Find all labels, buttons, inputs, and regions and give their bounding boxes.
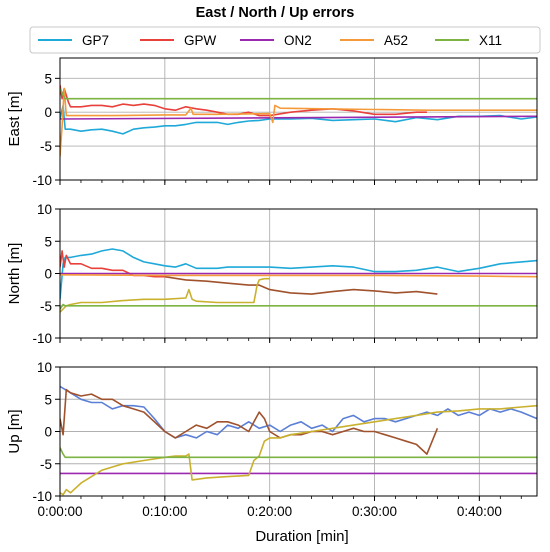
legend: GP7 GPW ON2 A52 X11 — [29, 26, 541, 54]
series-gp7 — [60, 385, 537, 439]
legend-label-gpw: GPW — [184, 33, 217, 48]
plot-frame-east — [59, 57, 538, 181]
y-tick-label: 5 — [44, 71, 52, 86]
series-gpw-continued- — [164, 275, 438, 295]
y-tick-label: 10 — [37, 202, 52, 217]
y-tick-label: -5 — [40, 457, 52, 472]
grid — [60, 366, 537, 497]
x-tick-label: 0:20:00 — [247, 504, 292, 519]
y-tick-label: -5 — [40, 299, 52, 314]
y-tick-label: 0 — [44, 105, 52, 120]
y-tick-label: -10 — [32, 173, 52, 188]
y-tick-label: 5 — [44, 234, 52, 249]
series-a52 — [60, 274, 537, 278]
series-x11 — [60, 88, 537, 100]
legend-label-x11: X11 — [479, 33, 502, 48]
ticks — [55, 366, 522, 501]
x-tick-label: 0:30:00 — [352, 504, 397, 519]
y-tick-label: 0 — [44, 267, 52, 282]
chart-title: East / North / Up errors — [196, 5, 355, 21]
y-tick-label: 10 — [37, 360, 52, 375]
y-tick-label: 5 — [44, 392, 52, 407]
x-axis-label: Duration [min] — [255, 528, 348, 545]
legend-label-gp7: GP7 — [82, 33, 109, 48]
series-gpw — [60, 388, 439, 455]
y-axis-label-up: Up [m] — [6, 409, 23, 453]
panel-east: -10 -5 0 5 East [m] — [6, 57, 538, 188]
y-tick-label: -5 — [40, 139, 52, 154]
series-on2 — [60, 115, 537, 120]
series-group — [60, 248, 537, 313]
series-gp7 — [60, 248, 537, 300]
series-x11 — [60, 447, 537, 459]
legend-frame — [29, 26, 541, 54]
panel-up: -10 -5 0 5 10 Up [m] 0:00:00 0:10:00 0:20:00 0:30… — [6, 360, 538, 519]
series-a52-early- — [60, 277, 270, 313]
y-axis-label-north: North [m] — [6, 243, 23, 305]
panel-north: -10 -5 0 5 10 North [m] — [6, 202, 538, 346]
series-a52 — [60, 87, 537, 157]
series-gpw — [60, 84, 427, 117]
series-x11 — [60, 303, 537, 310]
x-tick-label: 0:10:00 — [142, 504, 187, 519]
legend-label-on2: ON2 — [284, 33, 312, 48]
x-tick-label: 0:00:00 — [37, 504, 82, 519]
y-tick-label: -10 — [32, 489, 52, 504]
ticks — [55, 77, 522, 185]
plot-frame-up — [59, 366, 538, 497]
x-tick-label: 0:40:00 — [457, 504, 502, 519]
series-gp7 — [60, 104, 537, 135]
y-tick-label: -10 — [32, 331, 52, 346]
series-a52 — [60, 404, 537, 496]
series-group — [60, 84, 537, 157]
legend-label-a52: A52 — [384, 33, 408, 48]
series-group — [60, 385, 537, 496]
y-tick-label: 0 — [44, 425, 52, 440]
y-axis-label-east: East [m] — [6, 91, 23, 146]
panels: -10 -5 0 5 East [m] -10 -5 0 5 10 North [m] -10 -5 0 5… — [6, 57, 538, 519]
plot-frame-north — [59, 208, 538, 339]
